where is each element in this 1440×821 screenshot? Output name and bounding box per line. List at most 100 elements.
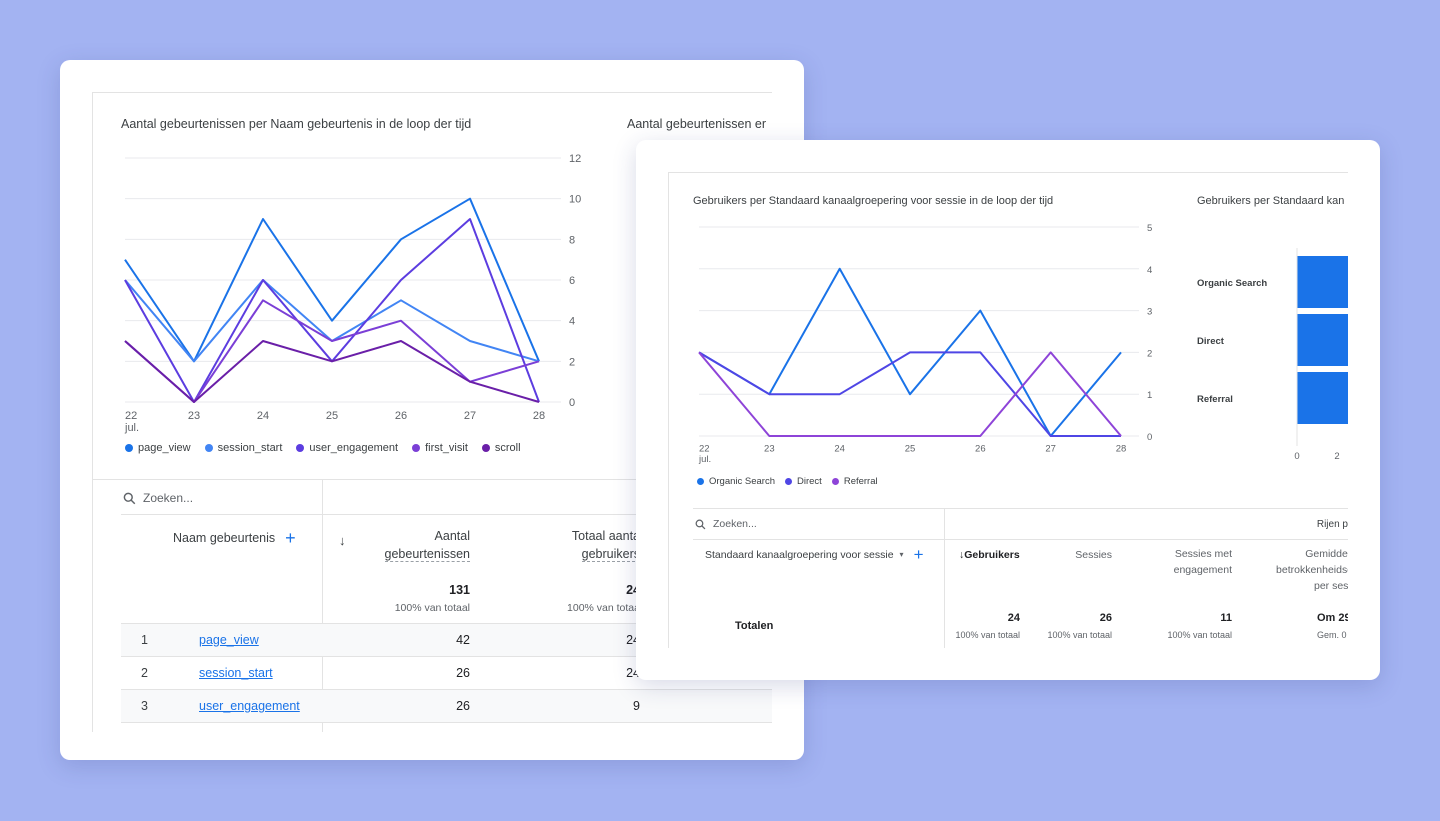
column-header-users[interactable]: ↓Gebruikers bbox=[959, 546, 1020, 564]
legend-item[interactable]: first_visit bbox=[412, 442, 468, 454]
x-tick-label: jul. bbox=[698, 454, 711, 465]
total-sessions: 26 bbox=[1099, 612, 1112, 624]
bar-category-label: Referral bbox=[1197, 394, 1233, 405]
legend-item[interactable]: user_engagement bbox=[296, 442, 398, 454]
x-tick-label: 0 bbox=[1294, 451, 1299, 462]
table-row[interactable]: 3 user_engagement 26 9 bbox=[121, 689, 772, 722]
x-tick-label: 27 bbox=[1045, 444, 1056, 455]
total-users: 24 bbox=[1007, 612, 1020, 624]
add-dimension-icon[interactable]: + bbox=[913, 545, 924, 564]
total-event-count: 131 bbox=[449, 583, 470, 597]
total-engaged-share: 100% van totaal bbox=[1167, 630, 1232, 640]
rows-per-page-label: Rijen p bbox=[1316, 519, 1348, 530]
events-chart-title: Aantal gebeurtenissen per Naam gebeurten… bbox=[121, 117, 472, 131]
bar bbox=[1297, 372, 1348, 424]
events-search[interactable]: Zoeken... bbox=[123, 491, 193, 505]
legend-label: scroll bbox=[494, 442, 521, 454]
y-tick-label: 8 bbox=[569, 234, 575, 246]
x-tick-label: 28 bbox=[533, 410, 545, 422]
column-header-event-name[interactable]: Naam gebeurtenis + bbox=[173, 529, 296, 547]
event-name-link[interactable]: page_view bbox=[199, 633, 259, 647]
legend-item[interactable]: Organic Search bbox=[697, 476, 775, 487]
channel-bar-chart: Organic Search Direct Referral 0 2 bbox=[1197, 248, 1348, 462]
x-tick-label: 2 bbox=[1334, 451, 1339, 462]
column-header-label: engagement bbox=[1173, 564, 1232, 576]
column-divider bbox=[944, 508, 945, 648]
y-tick-label: 1 bbox=[1147, 390, 1152, 401]
legend-dot bbox=[204, 444, 213, 452]
row-index: 1 bbox=[141, 633, 148, 647]
legend-item[interactable]: Referral bbox=[831, 476, 878, 487]
y-tick-label: 4 bbox=[569, 316, 575, 328]
column-header-avg-engagement[interactable]: Gemiddeld betrokkenheidsd. per sessi bbox=[1276, 546, 1348, 594]
total-event-count-share: 100% van totaal bbox=[394, 602, 470, 614]
events-chart-legend: page_view session_start user_engagement … bbox=[125, 442, 521, 454]
column-header-event-count[interactable]: Aantal gebeurtenissen bbox=[384, 527, 470, 563]
column-header-label: Sessies met bbox=[1174, 548, 1232, 560]
divider bbox=[121, 514, 772, 515]
x-tick-label: 28 bbox=[1116, 444, 1127, 455]
y-tick-label: 10 bbox=[569, 194, 581, 206]
legend-dot bbox=[296, 444, 305, 452]
legend-item[interactable]: scroll bbox=[481, 442, 521, 454]
column-header-total-users[interactable]: Totaal aanta gebruikers bbox=[572, 527, 640, 563]
row-index: 2 bbox=[141, 666, 148, 680]
totals-label: Totalen bbox=[735, 620, 774, 632]
x-tick-label: jul. bbox=[124, 422, 139, 434]
x-tick-label: 26 bbox=[975, 444, 986, 455]
total-avg-engagement: Om 29 bbox=[1317, 612, 1348, 624]
divider bbox=[93, 479, 772, 480]
channel-search[interactable]: Zoeken... bbox=[695, 518, 757, 530]
legend-item[interactable]: page_view bbox=[125, 442, 191, 454]
row-index: 3 bbox=[141, 699, 148, 713]
x-tick-label: 24 bbox=[834, 444, 845, 455]
legend-dot bbox=[831, 478, 839, 485]
x-tick-label: 26 bbox=[395, 410, 407, 422]
legend-dot bbox=[481, 444, 490, 452]
channel-chart-legend: Organic Search Direct Referral bbox=[697, 476, 878, 487]
column-header-label: gebeurtenissen bbox=[384, 547, 470, 562]
dropdown-arrow-icon[interactable]: ▾ bbox=[899, 550, 904, 559]
column-header-label: per sessi bbox=[1313, 580, 1348, 592]
bar-category-label: Direct bbox=[1197, 336, 1225, 347]
y-tick-label: 4 bbox=[1147, 265, 1152, 276]
column-header-channel[interactable]: Standaard kanaalgroepering voor sessie ▾… bbox=[705, 546, 924, 564]
total-avg-engagement-sub: Gem. 0 bbox=[1317, 630, 1347, 640]
column-header-sessions[interactable]: Sessies bbox=[1075, 546, 1112, 564]
legend-item[interactable]: session_start bbox=[204, 442, 282, 454]
column-header-label: Naam gebeurtenis bbox=[173, 531, 276, 545]
event-count: 26 bbox=[456, 666, 470, 680]
divider bbox=[693, 508, 1348, 509]
y-tick-label: 5 bbox=[1147, 223, 1152, 234]
column-header-label: Gebruikers bbox=[964, 549, 1020, 561]
legend-dot bbox=[697, 478, 704, 485]
x-tick-label: 25 bbox=[326, 410, 338, 422]
column-header-label: Sessies bbox=[1075, 549, 1112, 561]
event-name-link[interactable]: user_engagement bbox=[199, 699, 300, 713]
legend-label: first_visit bbox=[425, 442, 468, 454]
y-tick-label: 2 bbox=[569, 356, 575, 368]
column-header-label: Gemiddeld bbox=[1305, 548, 1348, 560]
total-users-share: 100% van totaal bbox=[955, 630, 1020, 640]
x-tick-label: 23 bbox=[764, 444, 775, 455]
legend-label: Direct bbox=[797, 476, 822, 487]
event-name-link[interactable]: session_start bbox=[199, 666, 273, 680]
y-tick-label: 0 bbox=[569, 397, 575, 409]
x-tick-label: 23 bbox=[188, 410, 200, 422]
series-line-direct bbox=[698, 351, 1121, 437]
legend-item[interactable]: Direct bbox=[785, 476, 822, 487]
legend-label: Organic Search bbox=[709, 476, 776, 487]
x-tick-label: 24 bbox=[257, 410, 269, 422]
y-tick-label: 2 bbox=[1147, 348, 1152, 359]
add-dimension-icon[interactable]: + bbox=[285, 528, 296, 548]
divider bbox=[693, 539, 1348, 540]
series-line-referral bbox=[698, 351, 1122, 437]
y-tick-label: 6 bbox=[569, 275, 575, 287]
channel-report-panel: Gebruikers per Standaard kanaalgroeperin… bbox=[668, 172, 1348, 648]
search-icon bbox=[123, 492, 136, 504]
column-header-engaged-sessions[interactable]: Sessies met engagement bbox=[1174, 546, 1232, 578]
table-row[interactable]: 2 session_start 26 24 bbox=[121, 656, 772, 689]
sort-arrow-icon[interactable]: ↓ bbox=[339, 533, 346, 548]
legend-label: user_engagement bbox=[309, 442, 399, 454]
